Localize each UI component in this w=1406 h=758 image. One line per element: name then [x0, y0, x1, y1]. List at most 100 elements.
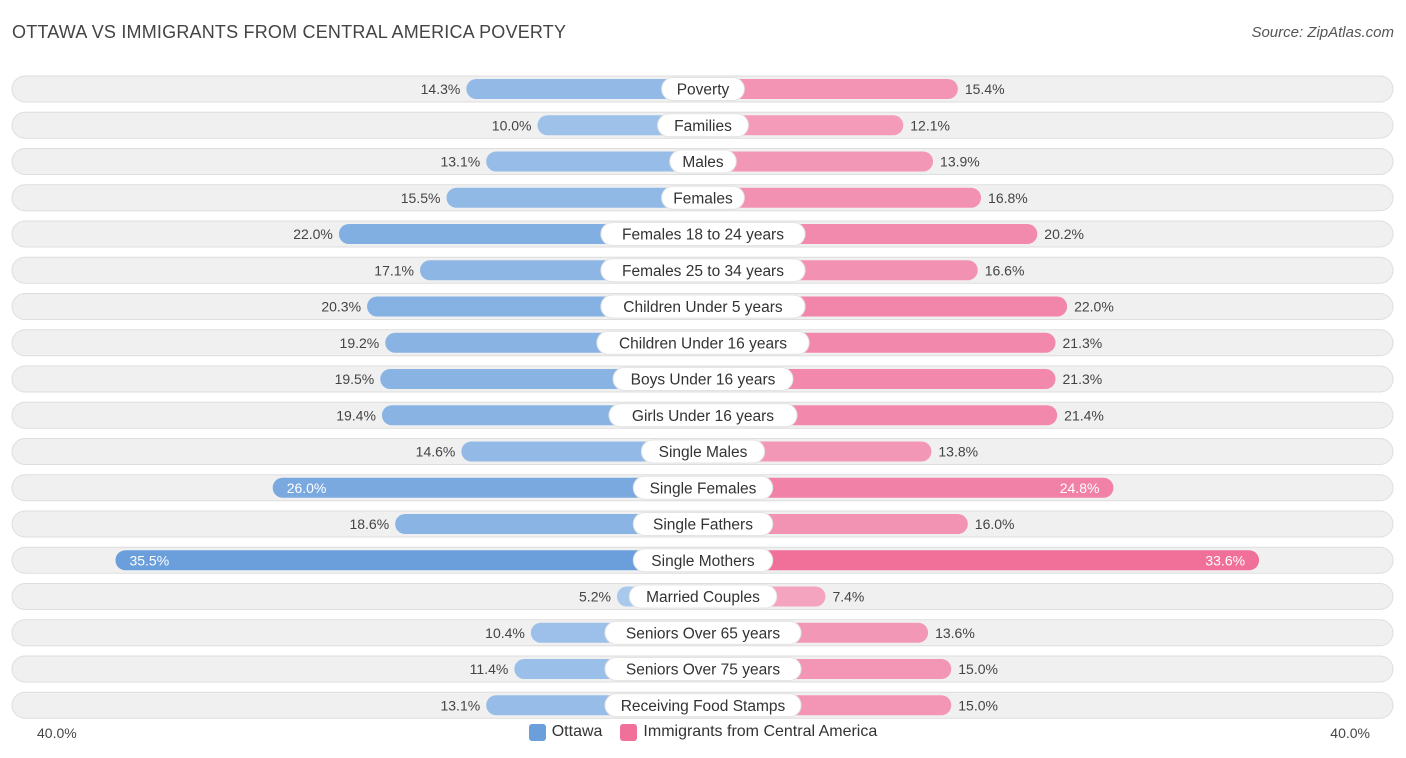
- bar-immigrants: [693, 79, 958, 99]
- category-pill: [604, 620, 802, 645]
- category-label: Females: [673, 190, 733, 207]
- row-8: 19.5% 21.3% Boys Under 16 years: [11, 365, 1394, 393]
- value-label-immigrants: 12.1%: [910, 117, 950, 133]
- category-pill: [604, 693, 802, 718]
- category-pill: [596, 330, 810, 355]
- legend-item-immigrants[interactable]: Immigrants from Central America: [620, 723, 877, 741]
- category-pill: [661, 185, 745, 210]
- axis-max-label: 40.0%: [1330, 725, 1370, 741]
- value-label-ottawa: 19.4%: [336, 407, 376, 423]
- category-pill: [640, 439, 766, 464]
- category-pill: [612, 367, 794, 391]
- bar-ottawa: [395, 514, 713, 534]
- value-label-ottawa: 10.4%: [485, 625, 525, 641]
- row-2: 13.1% 13.9% Males: [11, 148, 1394, 175]
- category-label: Girls Under 16 years: [632, 408, 774, 425]
- category-label: Females 18 to 24 years: [622, 227, 784, 244]
- value-label-immigrants: 22.0%: [1074, 299, 1114, 315]
- value-label-ottawa: 17.1%: [374, 262, 414, 278]
- value-label-immigrants: 15.4%: [965, 81, 1005, 97]
- value-label-immigrants: 13.6%: [935, 625, 975, 641]
- legend-label-ottawa: Ottawa: [551, 723, 603, 740]
- category-label: Single Females: [650, 480, 757, 497]
- value-label-immigrants: 13.8%: [938, 444, 978, 460]
- value-label-ottawa: 19.2%: [340, 335, 380, 351]
- value-label-immigrants: 7.4%: [832, 589, 864, 605]
- axis-min-label: 40.0%: [37, 725, 77, 741]
- legend-label-immigrants: Immigrants from Central America: [643, 723, 878, 740]
- bar-ottawa: [486, 151, 713, 172]
- value-label-immigrants: 24.8%: [1060, 480, 1100, 496]
- bar-immigrants: [693, 477, 1114, 498]
- row-3: 15.5% 16.8% Females: [11, 184, 1394, 212]
- value-label-ottawa: 26.0%: [287, 480, 327, 496]
- category-label: Males: [682, 154, 724, 171]
- legend-item-ottawa[interactable]: Ottawa: [528, 723, 603, 741]
- row-9: 19.4% 21.4% Girls Under 16 years: [11, 401, 1394, 429]
- value-label-immigrants: 20.2%: [1044, 226, 1084, 242]
- value-label-ottawa: 13.1%: [440, 154, 480, 170]
- category-label: Poverty: [677, 82, 730, 99]
- value-label-ottawa: 14.6%: [416, 444, 456, 460]
- category-pill: [669, 149, 737, 174]
- value-label-ottawa: 22.0%: [293, 226, 333, 242]
- category-pill: [661, 77, 745, 101]
- value-label-immigrants: 16.6%: [985, 262, 1025, 278]
- value-label-immigrants: 15.0%: [958, 697, 998, 713]
- bar-ottawa: [115, 550, 714, 571]
- category-label: Single Mothers: [651, 553, 755, 570]
- value-label-immigrants: 21.3%: [1063, 371, 1103, 387]
- category-label: Married Couples: [646, 589, 760, 606]
- row-12: 18.6% 16.0% Single Fathers: [11, 510, 1394, 538]
- row-7: 19.2% 21.3% Children Under 16 years: [11, 329, 1394, 357]
- category-pill: [632, 548, 774, 573]
- category-label: Single Males: [659, 444, 748, 461]
- row-14: 5.2% 7.4% Married Couples: [11, 583, 1394, 610]
- category-label: Receiving Food Stamps: [621, 698, 786, 715]
- value-label-ottawa: 11.4%: [470, 661, 509, 677]
- chart-title: OTTAWA VS IMMIGRANTS FROM CENTRAL AMERIC…: [12, 22, 567, 42]
- category-pill: [600, 258, 806, 283]
- category-pill: [632, 512, 774, 536]
- category-label: Seniors Over 75 years: [626, 662, 780, 679]
- value-label-immigrants: 33.6%: [1205, 552, 1245, 568]
- value-label-ottawa: 13.1%: [440, 697, 480, 713]
- category-pill: [657, 113, 749, 138]
- value-label-immigrants: 13.9%: [940, 154, 980, 170]
- value-label-ottawa: 10.0%: [492, 117, 532, 133]
- value-label-immigrants: 21.3%: [1063, 335, 1103, 351]
- bar-immigrants: [693, 187, 982, 208]
- category-pill: [604, 657, 802, 681]
- category-pill: [600, 222, 806, 246]
- category-pill: [600, 294, 806, 319]
- value-label-immigrants: 16.0%: [975, 516, 1015, 532]
- row-17: 13.1% 15.0% Receiving Food Stamps: [11, 691, 1394, 719]
- bar-immigrants: [693, 151, 934, 172]
- value-label-immigrants: 15.0%: [958, 661, 998, 677]
- value-label-ottawa: 35.5%: [129, 552, 169, 568]
- category-pill: [632, 475, 774, 500]
- category-label: Boys Under 16 years: [631, 372, 776, 389]
- row-4: 22.0% 20.2% Females 18 to 24 years: [11, 220, 1394, 248]
- value-label-ottawa: 5.2%: [579, 589, 611, 605]
- value-label-ottawa: 19.5%: [335, 371, 375, 387]
- row-11: 26.0% 24.8% Single Females: [11, 474, 1394, 502]
- row-16: 11.4% 15.0% Seniors Over 75 years: [11, 655, 1394, 683]
- bar-immigrants: [693, 550, 1260, 571]
- bar-ottawa: [272, 477, 713, 498]
- row-5: 17.1% 16.6% Females 25 to 34 years: [11, 256, 1394, 284]
- category-label: Single Fathers: [653, 517, 753, 534]
- category-pill: [628, 584, 778, 609]
- row-13: 35.5% 33.6% Single Mothers: [11, 546, 1394, 574]
- value-label-ottawa: 14.3%: [421, 81, 461, 97]
- value-label-ottawa: 15.5%: [401, 190, 441, 206]
- row-0: 14.3% 15.4% Poverty: [11, 75, 1394, 103]
- row-15: 10.4% 13.6% Seniors Over 65 years: [11, 619, 1394, 647]
- category-label: Children Under 16 years: [619, 335, 787, 352]
- row-10: 14.6% 13.8% Single Males: [11, 438, 1394, 465]
- legend: Ottawa Immigrants from Central America: [0, 723, 1406, 741]
- value-label-immigrants: 16.8%: [988, 190, 1028, 206]
- legend-swatch-ottawa: [528, 723, 546, 741]
- value-label-ottawa: 18.6%: [349, 516, 389, 532]
